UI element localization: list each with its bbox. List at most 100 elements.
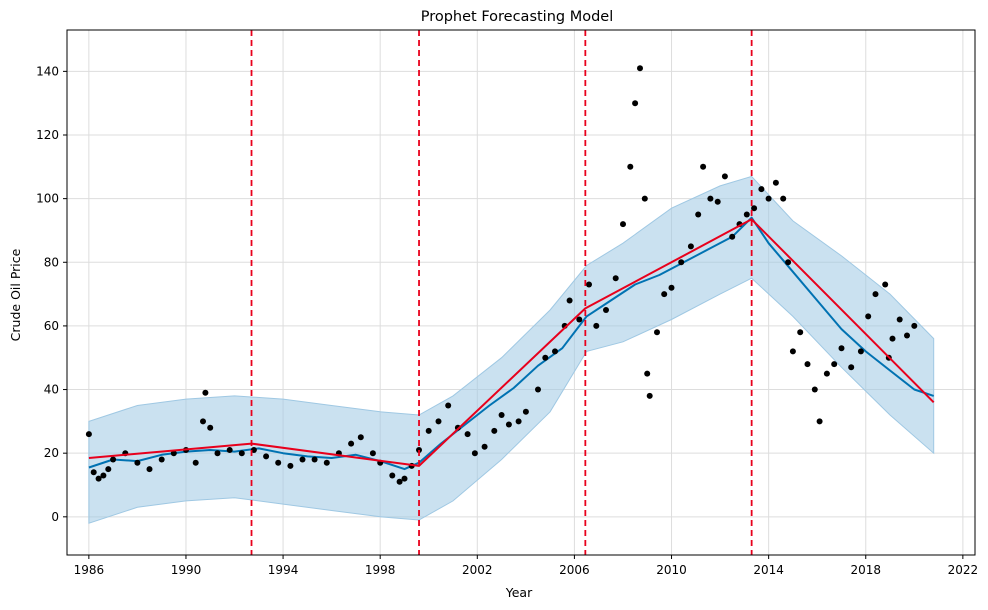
observed-point bbox=[721, 173, 728, 180]
observed-point bbox=[522, 408, 529, 415]
observed-point bbox=[848, 364, 855, 371]
y-tick-label: 0 bbox=[51, 510, 59, 524]
x-tick-label: 1998 bbox=[365, 563, 396, 577]
observed-point bbox=[758, 186, 765, 193]
observed-point bbox=[566, 297, 573, 304]
observed-point bbox=[425, 427, 432, 434]
observed-point bbox=[797, 329, 804, 336]
observed-point bbox=[202, 389, 209, 396]
observed-point bbox=[134, 459, 141, 466]
observed-point bbox=[369, 450, 376, 457]
observed-point bbox=[804, 361, 811, 368]
observed-point bbox=[857, 348, 864, 355]
observed-point bbox=[838, 345, 845, 352]
observed-point bbox=[637, 65, 643, 72]
observed-point bbox=[357, 434, 364, 441]
forecast-layer bbox=[88, 216, 935, 471]
observed-point bbox=[287, 462, 294, 469]
observed-point bbox=[146, 466, 153, 473]
observed-point bbox=[85, 431, 92, 438]
y-tick-label: 60 bbox=[44, 319, 59, 333]
observed-point bbox=[641, 195, 648, 202]
observed-point bbox=[646, 392, 653, 399]
observed-point bbox=[785, 259, 792, 266]
observed-point bbox=[811, 386, 818, 393]
observed-point bbox=[700, 163, 707, 170]
observed-point bbox=[661, 291, 668, 298]
observed-point bbox=[603, 307, 609, 313]
plot-area bbox=[66, 29, 976, 556]
observed-point bbox=[627, 163, 634, 170]
uncertainty-band bbox=[88, 175, 935, 524]
observed-point bbox=[515, 418, 522, 425]
observed-point bbox=[170, 450, 177, 457]
x-tick-label: 2022 bbox=[948, 563, 979, 577]
observed-point bbox=[695, 211, 702, 218]
observed-point bbox=[576, 316, 583, 323]
observed-point bbox=[396, 478, 403, 485]
x-tick-label: 1986 bbox=[74, 563, 105, 577]
observed-point bbox=[593, 322, 600, 329]
observed-point bbox=[226, 447, 233, 453]
observed-point bbox=[668, 284, 675, 291]
y-tick-label: 80 bbox=[44, 255, 59, 269]
y-tick-label: 120 bbox=[36, 128, 59, 142]
observed-point bbox=[586, 281, 592, 288]
observed-point bbox=[612, 275, 619, 282]
observed-point bbox=[535, 386, 541, 393]
observed-point bbox=[491, 427, 498, 434]
observed-point bbox=[481, 443, 488, 450]
observed-points bbox=[85, 65, 918, 485]
uncertainty-interval bbox=[88, 175, 935, 524]
observed-point bbox=[743, 211, 750, 218]
observed-point bbox=[110, 456, 117, 463]
plot-frame bbox=[66, 29, 976, 556]
observed-point bbox=[816, 418, 823, 425]
observed-point bbox=[207, 424, 214, 431]
observed-point bbox=[445, 402, 452, 409]
x-tick-label: 1994 bbox=[268, 563, 299, 577]
x-tick-label: 1990 bbox=[171, 563, 202, 577]
observed-point bbox=[687, 243, 694, 250]
y-tick-label: 40 bbox=[44, 383, 59, 397]
observed-point bbox=[904, 332, 910, 339]
observed-point bbox=[401, 475, 408, 482]
observed-point bbox=[498, 412, 505, 418]
y-axis-label: Crude Oil Price bbox=[8, 248, 23, 341]
observed-point bbox=[707, 195, 714, 202]
y-tick-label: 100 bbox=[36, 192, 59, 206]
observed-point bbox=[275, 459, 282, 466]
observed-point bbox=[552, 348, 558, 355]
observed-point bbox=[780, 195, 787, 202]
observed-point bbox=[389, 472, 396, 479]
observed-point bbox=[620, 221, 626, 228]
observed-point bbox=[214, 450, 221, 457]
x-tick-label: 2014 bbox=[753, 563, 784, 577]
observed-point bbox=[348, 440, 355, 447]
observed-point bbox=[100, 472, 107, 479]
x-axis-label: Year bbox=[505, 585, 533, 600]
observed-point bbox=[542, 354, 549, 361]
trend-layer bbox=[88, 218, 935, 467]
observed-point bbox=[435, 418, 442, 425]
y-axis-ticks: 0 20 40 60 80 100 120 140 bbox=[36, 64, 67, 524]
observed-point bbox=[90, 469, 97, 476]
observed-point bbox=[765, 195, 772, 202]
observed-point bbox=[464, 431, 471, 438]
observed-point bbox=[105, 466, 112, 473]
changepoint-lines bbox=[250, 30, 753, 555]
observed-point bbox=[323, 459, 330, 466]
observed-point bbox=[158, 456, 165, 463]
chart-title: Prophet Forecasting Model bbox=[421, 9, 614, 25]
x-tick-label: 2006 bbox=[559, 563, 590, 577]
observed-point bbox=[192, 459, 199, 466]
observed-point bbox=[714, 198, 721, 205]
observed-point bbox=[889, 335, 896, 342]
observed-point bbox=[751, 205, 758, 212]
observed-point bbox=[789, 348, 796, 355]
x-tick-label: 2010 bbox=[656, 563, 687, 577]
observed-point bbox=[823, 370, 830, 377]
observed-point bbox=[238, 450, 245, 457]
observed-point bbox=[678, 259, 685, 266]
